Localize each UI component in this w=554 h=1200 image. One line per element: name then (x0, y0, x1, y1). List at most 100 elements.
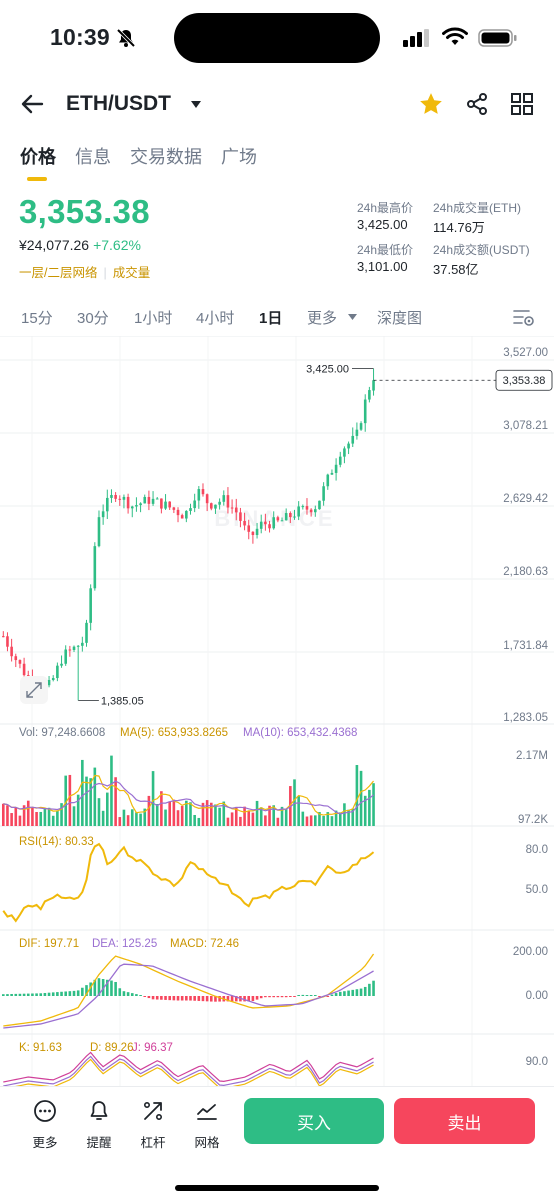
macd-axis-200: 200.00 (513, 946, 548, 958)
candle-body (143, 496, 147, 504)
kline-chart[interactable]: BINANCE3,527.003,078.212,629.422,180.631… (0, 336, 554, 1086)
macd-histogram-bar (176, 996, 180, 1001)
share-icon[interactable] (465, 92, 489, 116)
candle-body (218, 501, 221, 505)
candle-body (197, 489, 201, 501)
candle-body (193, 500, 196, 509)
volume-bar (222, 801, 226, 826)
volume-bar (318, 812, 321, 826)
macd-histogram-bar (56, 992, 59, 996)
interval-more[interactable]: 更多 (307, 310, 338, 327)
rsi-line (2, 842, 375, 923)
macd-histogram-bar (210, 996, 213, 1002)
volume-bar (314, 815, 317, 826)
macd-histogram-bar (39, 993, 43, 996)
tab-square[interactable]: 广场 (221, 147, 257, 167)
pair-title[interactable]: ETH/USDT (66, 92, 171, 115)
macd-histogram-bar (230, 996, 234, 1002)
volume-bar (18, 815, 22, 826)
volume-bar (43, 807, 47, 826)
grid-icon[interactable] (511, 93, 533, 115)
interval-15m[interactable]: 15分 (21, 310, 53, 327)
volume-bar (210, 802, 213, 826)
interval-1d[interactable]: 1日 (259, 310, 283, 327)
sell-button[interactable]: 卖出 (394, 1098, 535, 1144)
tool-grid[interactable]: 网格 (184, 1099, 230, 1151)
candle-body (60, 663, 63, 666)
macd-histogram-bar (326, 996, 330, 997)
tag-volume[interactable]: 成交量 (112, 266, 151, 280)
macd-histogram-bar (160, 996, 163, 1000)
candle-body (176, 509, 180, 516)
back-arrow-icon[interactable] (20, 92, 46, 116)
buy-button[interactable]: 买入 (244, 1098, 384, 1144)
tool-alert[interactable]: 提醒 (76, 1099, 122, 1151)
more-caret-icon[interactable] (347, 313, 358, 321)
candle-body (289, 513, 292, 518)
macd-histogram-bar (355, 989, 359, 996)
volume-bar (268, 805, 271, 826)
candle-body (201, 489, 205, 495)
candle-body (72, 646, 76, 650)
macd-histogram-bar (31, 993, 34, 996)
volume-bar (197, 817, 201, 826)
current-price-tag (495, 369, 553, 391)
interval-4h[interactable]: 4小时 (196, 310, 235, 327)
candle-body (318, 500, 321, 510)
candle-body (85, 622, 88, 643)
star-icon[interactable] (418, 91, 444, 117)
candle-body (81, 642, 84, 646)
interval-30m[interactable]: 30分 (77, 310, 109, 327)
macd-histogram-bar (60, 991, 63, 996)
volume-bar (76, 794, 80, 826)
candle-body (110, 494, 113, 498)
kdj-k-line (15, 1058, 374, 1086)
chart-area[interactable]: BINANCE3,527.003,078.212,629.422,180.631… (0, 336, 554, 1086)
candle-body (10, 646, 13, 657)
macd-histogram-bar (151, 996, 155, 1000)
tool-margin[interactable]: 杠杆 (130, 1099, 176, 1151)
tag-layer[interactable]: 一层/二层网络 (19, 266, 98, 280)
volume-bar (343, 803, 346, 826)
grid-trading-icon (197, 1104, 217, 1120)
status-time: 10:39 (50, 24, 110, 50)
candle-body (172, 507, 176, 510)
volume-bar (85, 776, 88, 826)
more-dots-icon (34, 1100, 56, 1122)
volume-bar (272, 805, 275, 826)
chart-settings-icon[interactable] (512, 308, 536, 328)
caret-down-icon[interactable] (190, 100, 202, 110)
interval-depth[interactable]: 深度图 (377, 310, 423, 327)
macd-histogram-bar (110, 980, 113, 996)
candle-body (47, 680, 51, 686)
tool-more[interactable]: 更多 (22, 1099, 68, 1151)
macd-dif-line (3, 953, 375, 1027)
candle-body (97, 517, 101, 547)
tab-price[interactable]: 价格 (20, 147, 56, 167)
tool-grid-label: 网格 (194, 1136, 220, 1150)
volume-bar (218, 807, 221, 826)
volume-bar (189, 802, 192, 826)
candle-body (114, 494, 117, 499)
macd-histogram-bar (247, 996, 251, 1002)
volume-bar (151, 771, 155, 826)
macd-histogram-bar (255, 996, 259, 1000)
candle-body (355, 429, 359, 436)
volume-bar (359, 770, 363, 826)
macd-histogram-bar (214, 996, 217, 1002)
tab-trading-data[interactable]: 交易数据 (130, 147, 202, 167)
candle-body (326, 474, 330, 487)
interval-1h[interactable]: 1小时 (134, 310, 173, 327)
macd-histogram-bar (18, 993, 22, 996)
macd-histogram-bar (93, 979, 97, 996)
macd-histogram-bar (72, 990, 76, 996)
volume-bar (35, 811, 38, 826)
volume-bar (355, 765, 359, 826)
volume-bar (39, 811, 43, 826)
tab-info[interactable]: 信息 (75, 147, 111, 167)
volume-bar (135, 812, 138, 826)
volume-bar (247, 811, 251, 826)
stat-high-label: 24h最高价 (357, 201, 414, 215)
price-axis-label: 1,731.84 (503, 640, 548, 652)
volume-bar (89, 778, 92, 826)
